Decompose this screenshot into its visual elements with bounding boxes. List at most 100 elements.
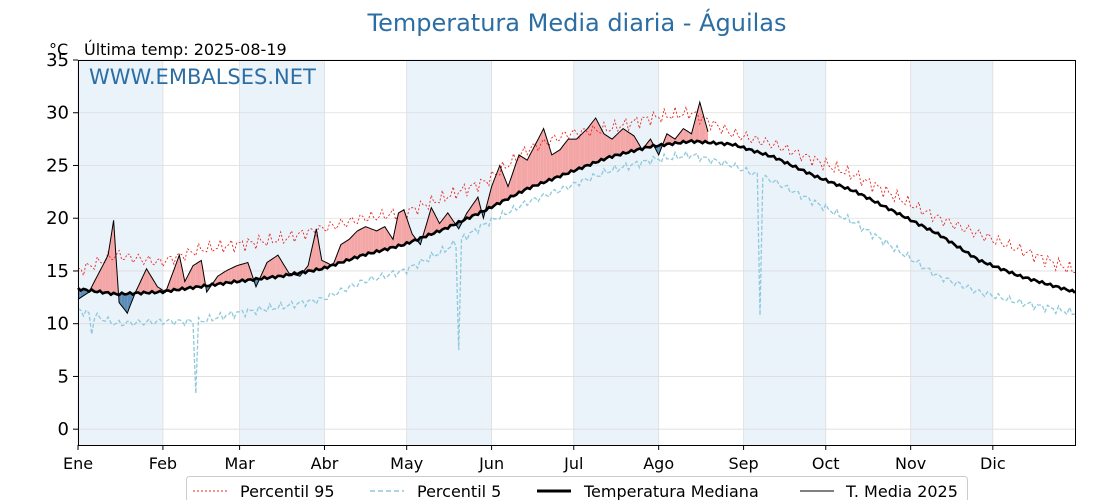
above-median-fill <box>694 112 698 143</box>
above-median-fill <box>554 151 558 178</box>
x-tick-label: Jun <box>478 454 504 473</box>
month-band <box>573 60 659 445</box>
above-median-fill <box>475 197 478 215</box>
above-median-fill <box>387 230 391 251</box>
above-median-fill <box>269 258 273 278</box>
above-median-fill <box>587 125 591 166</box>
above-median-fill <box>540 128 544 184</box>
above-median-fill <box>625 130 629 154</box>
above-median-fill <box>445 212 448 229</box>
above-median-fill <box>376 229 380 252</box>
x-tick-label: Abr <box>311 454 339 473</box>
above-median-fill <box>601 128 604 161</box>
above-median-fill <box>349 236 352 261</box>
y-tick-label: 25 <box>46 155 69 176</box>
above-median-fill <box>683 128 687 143</box>
month-band <box>743 60 826 445</box>
series-lines <box>77 100 1076 394</box>
above-median-fill <box>102 260 106 294</box>
x-tick-label: Ago <box>643 454 674 473</box>
above-median-fill <box>373 229 377 254</box>
above-median-fill <box>346 239 350 261</box>
above-median-fill <box>557 149 561 178</box>
above-median-fill <box>398 211 402 246</box>
above-median-fill <box>529 149 533 189</box>
above-median-fill <box>571 139 574 172</box>
above-median-fill <box>245 262 248 282</box>
y-tick-label: 35 <box>46 50 69 71</box>
above-median-fill <box>505 179 509 200</box>
above-median-fill <box>195 262 199 287</box>
above-median-fill <box>576 136 580 170</box>
above-median-fill <box>614 133 618 155</box>
above-median-fill <box>242 263 246 282</box>
above-median-fill <box>535 139 539 186</box>
above-median-fill <box>168 277 172 292</box>
above-median-fill <box>488 186 492 208</box>
x-tick-label: Ene <box>63 454 93 473</box>
above-median-fill <box>516 154 519 195</box>
above-median-fill <box>568 139 572 174</box>
above-median-fill <box>340 242 344 263</box>
above-median-fill <box>105 255 109 293</box>
above-median-fill <box>686 130 689 143</box>
y-tick-label: 0 <box>58 419 69 440</box>
above-median-fill <box>382 226 385 251</box>
above-median-fill <box>316 228 320 270</box>
legend: Percentil 95 Percentil 5 Temperatura Med… <box>186 476 968 500</box>
y-tick-label: 30 <box>46 103 69 124</box>
above-median-fill <box>351 233 355 260</box>
above-median-fill <box>354 230 358 259</box>
above-median-fill <box>691 123 695 143</box>
month-band <box>406 60 492 445</box>
x-tick-label: Oct <box>812 454 840 473</box>
above-median-fill <box>368 227 372 254</box>
x-tick-label: Feb <box>149 454 177 473</box>
above-median-fill <box>371 228 374 254</box>
above-median-fill <box>592 118 596 163</box>
above-median-fill <box>239 264 243 282</box>
above-median-fill <box>431 207 435 235</box>
x-tick-label: Nov <box>895 454 926 473</box>
above-median-fill <box>551 153 555 181</box>
above-median-fill <box>362 226 366 256</box>
y-tick-label: 5 <box>58 366 69 387</box>
above-median-fill <box>450 216 454 226</box>
above-median-fill <box>623 128 626 154</box>
above-median-fill <box>338 244 341 263</box>
above-median-fill <box>705 121 708 143</box>
series-line-p5 <box>77 149 1076 394</box>
above-median-fill <box>617 131 621 156</box>
y-tick-label: 10 <box>46 314 69 335</box>
x-tick-label: Sep <box>729 454 759 473</box>
above-median-fill <box>666 133 670 144</box>
unit-label: °C <box>49 40 68 59</box>
x-axis: Ene Feb Mar Abr May Jun Jul Ago Sep Oct Nov Dic <box>63 445 1006 473</box>
above-median-fill <box>360 228 363 256</box>
above-median-fill <box>573 139 577 172</box>
above-median-fill <box>110 220 114 295</box>
above-median-fill <box>560 146 563 178</box>
above-median-fill <box>403 209 407 246</box>
above-median-fill <box>579 133 582 169</box>
above-median-fill <box>581 131 585 169</box>
above-median-fill <box>217 274 221 284</box>
above-median-fill <box>508 178 511 200</box>
above-median-fill <box>236 264 240 283</box>
above-median-fill <box>247 262 251 280</box>
above-median-fill <box>502 172 506 201</box>
above-median-fill <box>266 260 270 279</box>
above-median-fill <box>97 270 100 293</box>
above-median-fill <box>436 218 440 233</box>
y-axis: 0 5 10 15 20 25 30 35 <box>46 50 78 440</box>
above-median-fill <box>154 282 158 294</box>
above-median-fill <box>384 226 388 251</box>
series-line-2025 <box>77 100 709 315</box>
above-median-fill <box>565 139 569 175</box>
above-median-fill <box>532 144 536 186</box>
above-median-fill <box>220 272 224 285</box>
above-median-fill <box>198 260 202 288</box>
above-median-fill <box>277 255 281 276</box>
above-median-fill <box>171 269 174 292</box>
series-line-median <box>77 138 1076 297</box>
